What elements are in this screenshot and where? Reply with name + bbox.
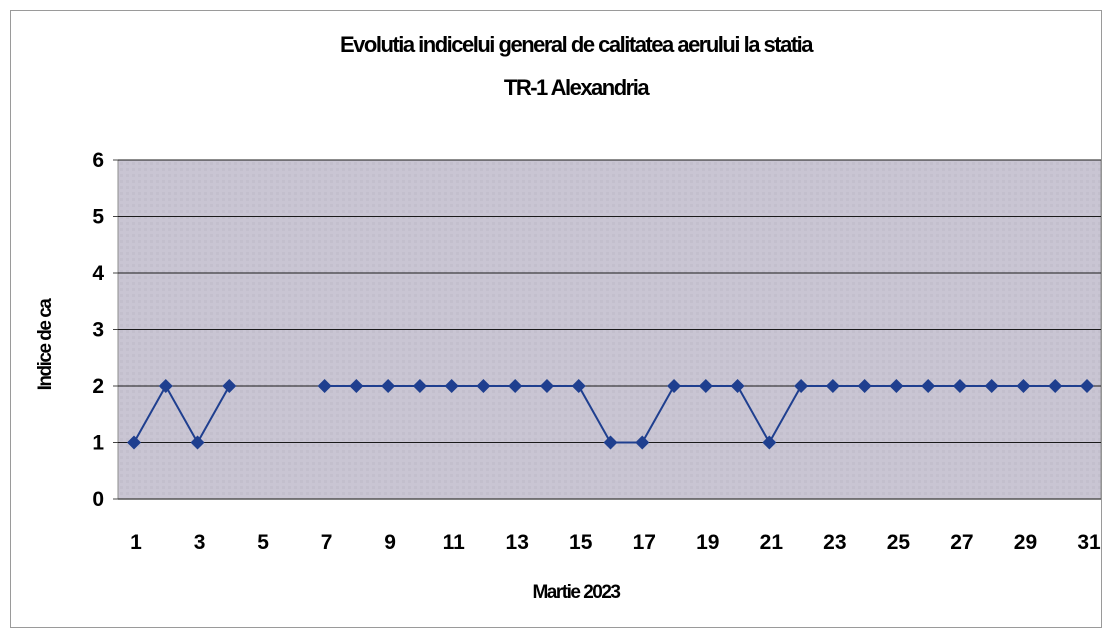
y-tick-label: 3: [92, 319, 104, 342]
data-point: [412, 379, 427, 393]
data-point: [127, 435, 141, 450]
x-tick-label: 29: [1014, 531, 1037, 554]
data-point: [476, 379, 491, 393]
x-tick-label: 3: [194, 531, 206, 554]
x-axis-ticks: 1 3 5 7 9 11 13 15 17 19 21 23 25 27 29 31: [130, 531, 1101, 554]
y-tick-label: 2: [92, 375, 104, 398]
data-point: [444, 379, 459, 393]
x-axis-label: Martie 2023: [532, 582, 620, 603]
data-point: [762, 435, 777, 450]
data-point: [158, 379, 173, 393]
chart-subtitle: TR-1 Alexandria: [504, 75, 650, 100]
y-axis-ticks: 0 1 2 3 4 5 6: [92, 149, 118, 511]
data-point: [635, 435, 650, 450]
y-tick-label: 4: [92, 262, 104, 285]
data-point: [730, 379, 745, 393]
data-point: [381, 379, 396, 393]
x-tick-label: 1: [130, 531, 142, 554]
data-point: [571, 379, 586, 393]
data-point: [889, 379, 904, 393]
x-tick-label: 31: [1077, 531, 1101, 554]
y-axis-label: Indice de ca: [35, 298, 56, 391]
y-tick-label: 6: [92, 149, 104, 172]
data-point: [1080, 379, 1094, 393]
x-tick-label: 9: [384, 531, 396, 554]
data-point: [984, 379, 999, 393]
series-line-segment: [133, 383, 231, 445]
data-point: [825, 379, 840, 393]
data-point: [1016, 379, 1031, 393]
y-tick-label: 0: [92, 488, 104, 511]
x-tick-label: 11: [443, 531, 466, 554]
x-tick-label: 21: [760, 531, 784, 554]
data-point: [1048, 379, 1063, 393]
x-tick-label: 27: [950, 531, 973, 554]
series-markers: [127, 379, 1094, 450]
data-point: [190, 435, 205, 450]
y-tick-label: 5: [92, 206, 104, 229]
data-point: [508, 379, 523, 393]
data-point: [698, 379, 713, 393]
x-tick-label: 15: [569, 531, 593, 554]
data-point: [794, 379, 809, 393]
x-tick-label: 23: [823, 531, 846, 554]
data-point: [603, 435, 618, 450]
data-point: [952, 379, 967, 393]
data-point: [921, 379, 936, 393]
data-point: [667, 379, 682, 393]
data-point: [222, 379, 237, 393]
x-tick-label: 19: [696, 531, 719, 554]
x-tick-label: 17: [633, 531, 656, 554]
y-tick-label: 1: [92, 432, 104, 455]
data-point: [317, 379, 332, 393]
x-tick-label: 13: [506, 531, 529, 554]
chart-title: Evolutia indicelui general de calitatea …: [340, 32, 814, 57]
x-tick-label: 25: [887, 531, 911, 554]
x-tick-label: 5: [257, 531, 269, 554]
x-tick-label: 7: [321, 531, 333, 554]
data-point: [539, 379, 554, 393]
data-point: [857, 379, 872, 393]
data-point: [349, 379, 364, 393]
